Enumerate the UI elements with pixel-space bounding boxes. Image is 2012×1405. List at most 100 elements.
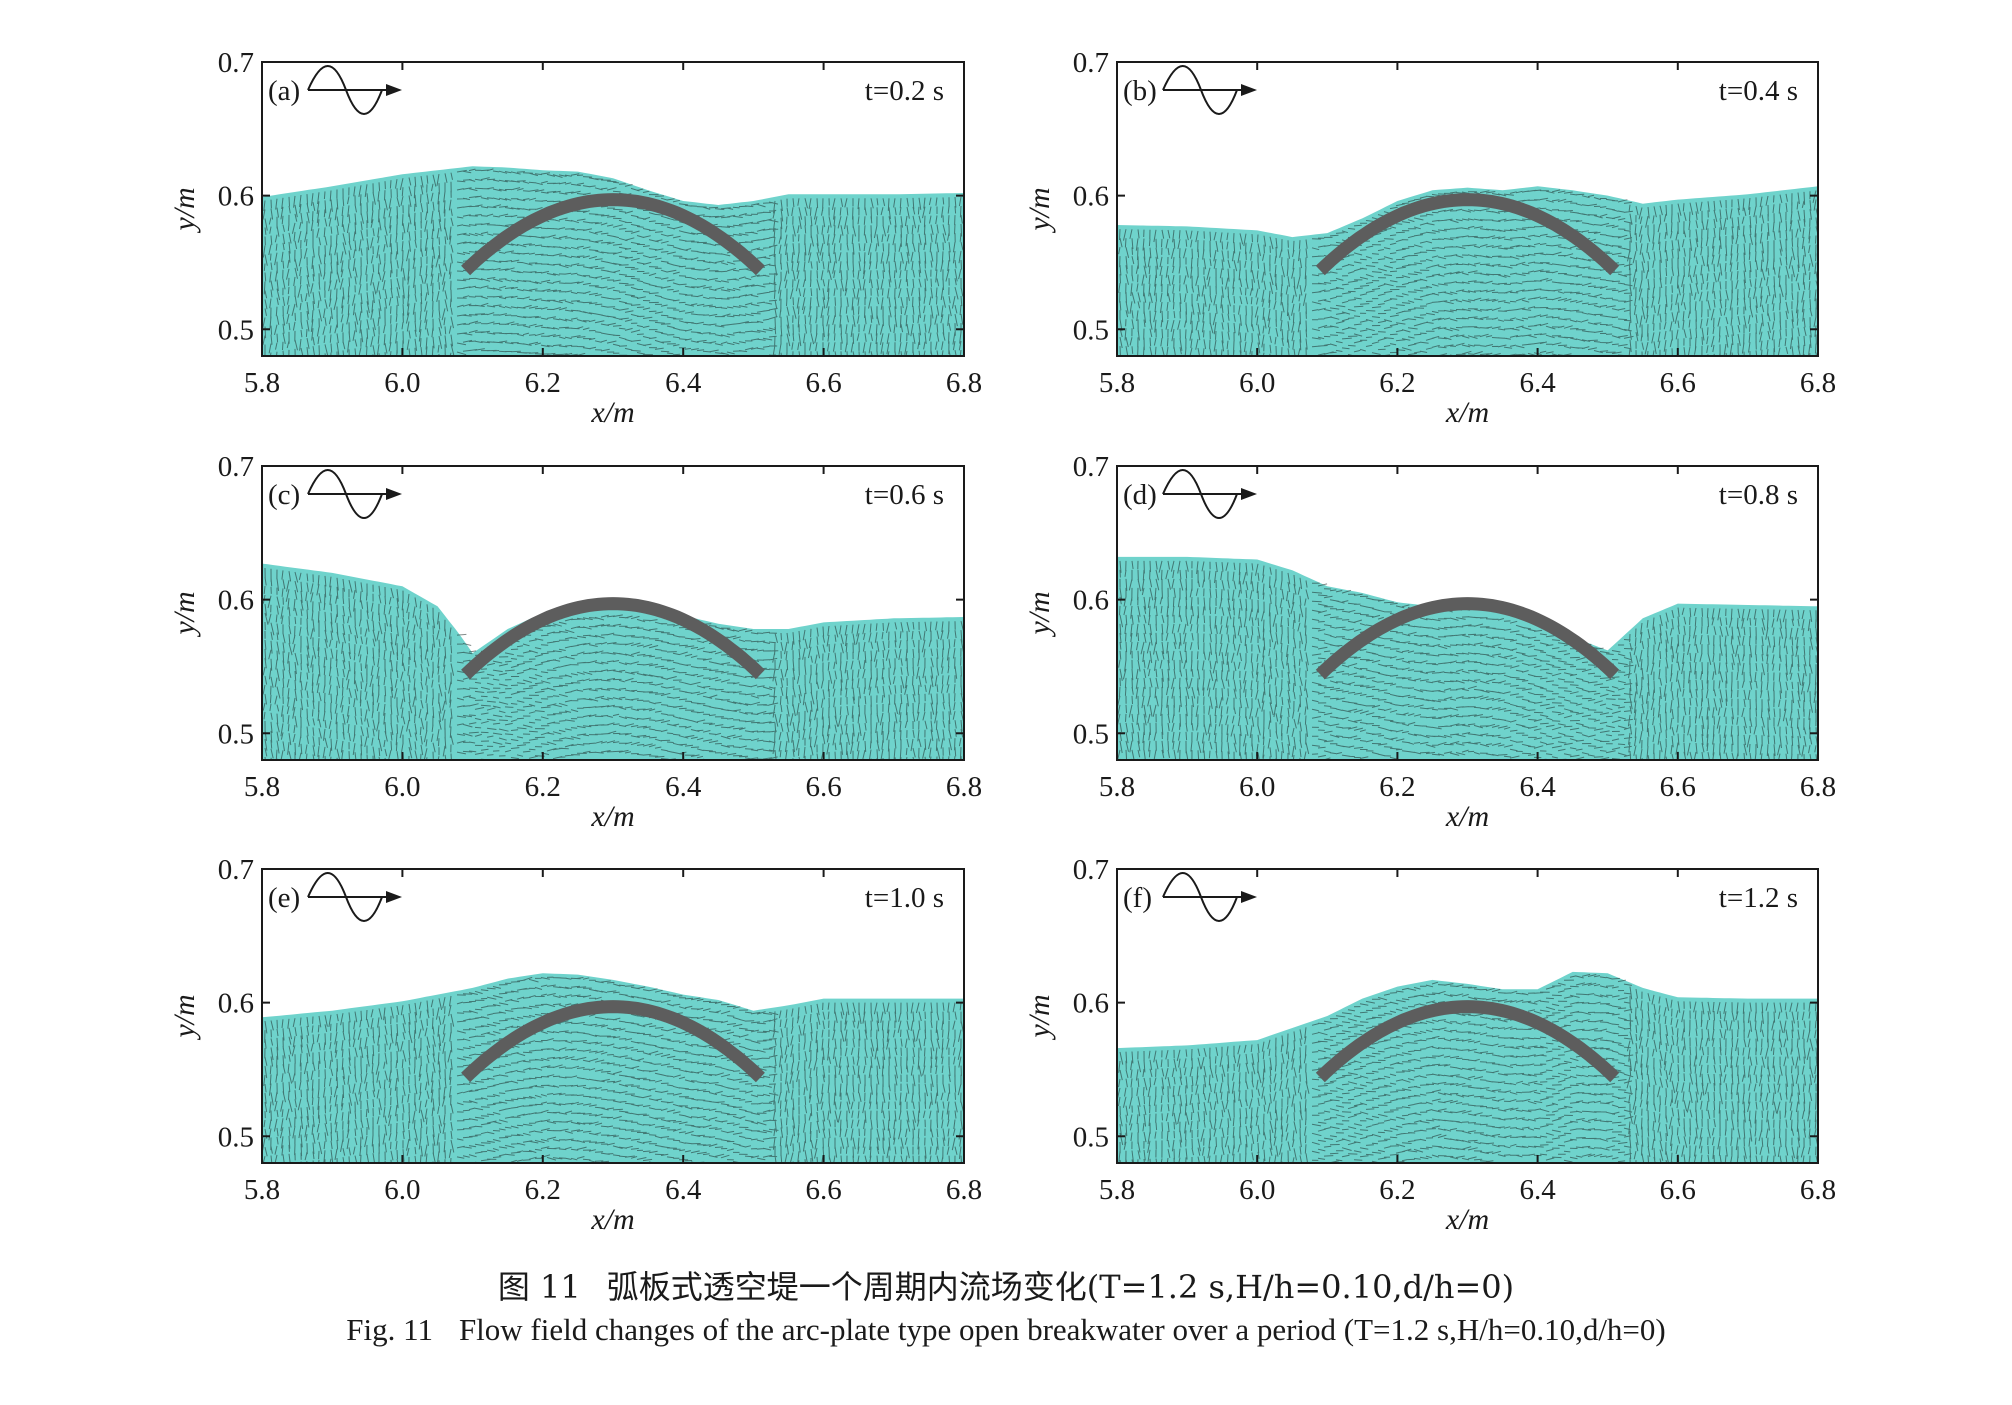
panel-label: (b): [1123, 75, 1157, 107]
water-area: [1117, 971, 1818, 1163]
water-body: [1117, 971, 1818, 1163]
x-tick-label: 6.8: [946, 771, 982, 803]
x-tick-label: 6.0: [384, 771, 420, 803]
panel-f: 5.8 6.0 6.2 6.4 6.6 6.8 0.5 0.6 0.7 x/m y/m (f) t=1.…: [1023, 854, 1836, 1236]
x-tick-label: 6.8: [1800, 771, 1836, 803]
figure-caption-cn: 图 11 弧板式透空堤一个周期内流场变化(T=1.2 s,H/h=0.10,d/h…: [0, 1262, 2012, 1308]
y-tick-label: 0.5: [218, 314, 254, 346]
panel-e: 5.8 6.0 6.2 6.4 6.6 6.8 0.5 0.6 0.7 x/m y/m (e) t=1.…: [168, 854, 982, 1236]
x-tick-label: 6.4: [1519, 1174, 1556, 1206]
arrow-head-icon: [1241, 84, 1257, 96]
y-tick-label: 0.7: [218, 854, 254, 886]
y-axis-label: y/m: [1023, 591, 1056, 637]
x-tick-label: 5.8: [244, 1174, 280, 1206]
time-label: t=1.2 s: [1719, 882, 1798, 914]
x-tick-label: 5.8: [244, 367, 280, 399]
arrow-head-icon: [386, 488, 402, 500]
plot-frame: [1116, 465, 1819, 761]
y-tick-label: 0.6: [218, 988, 254, 1020]
x-tick-label: 6.6: [805, 771, 841, 803]
figure-label-cn: 图 11: [497, 1268, 581, 1306]
plot-frame: [261, 868, 965, 1164]
x-axis-label: x/m: [1445, 1203, 1489, 1236]
x-tick-label: 6.0: [1239, 367, 1275, 399]
y-tick-label: 0.6: [218, 585, 254, 617]
panel-label: (d): [1123, 479, 1157, 511]
x-tick-label: 6.6: [805, 367, 841, 399]
x-tick-label: 6.2: [1379, 771, 1415, 803]
panel-c: 5.8 6.0 6.2 6.4 6.6 6.8 0.5 0.6 0.7 x/m y/m (c) t=0.…: [168, 451, 982, 833]
water-area: [262, 166, 964, 356]
x-tick-label: 6.2: [525, 771, 561, 803]
panel-label: (e): [268, 882, 300, 914]
figure-caption-en-text: Flow field changes of the arc-plate type…: [458, 1312, 1666, 1347]
x-tick-label: 6.2: [525, 367, 561, 399]
arc-plate: [1315, 193, 1620, 276]
x-tick-label: 6.4: [665, 771, 702, 803]
plot-frame: [261, 465, 965, 761]
panel-label: (c): [268, 479, 300, 511]
y-tick-label: 0.6: [1073, 988, 1109, 1020]
y-tick-label: 0.6: [1073, 181, 1109, 213]
x-tick-label: 6.8: [1800, 1174, 1836, 1206]
x-tick-label: 6.2: [1379, 367, 1415, 399]
y-axis-label: y/m: [168, 994, 201, 1040]
flow-field-figure: 5.8 6.0 6.2 6.4 6.6 6.8 0.5 0.6 0.7 x/m y/m (a) t=0.…: [168, 47, 1836, 1236]
x-axis-label: x/m: [590, 396, 634, 429]
y-axis-label: y/m: [168, 187, 201, 233]
plot-frame: [261, 61, 965, 357]
x-tick-label: 5.8: [1099, 771, 1135, 803]
x-tick-label: 6.4: [665, 367, 702, 399]
plot-frame: [1116, 61, 1819, 357]
x-axis-label: x/m: [590, 1203, 634, 1236]
x-tick-label: 6.0: [384, 367, 420, 399]
plot-frame: [1116, 868, 1819, 1164]
time-label: t=0.8 s: [1719, 479, 1798, 511]
arc-plate: [461, 1000, 765, 1083]
x-tick-label: 6.0: [384, 1174, 420, 1206]
x-tick-label: 6.4: [1519, 367, 1556, 399]
water-body: [1117, 556, 1818, 760]
figure-caption-cn-text: 弧板式透空堤一个周期内流场变化(T=1.2 s,H/h=0.10,d/h=0): [606, 1268, 1515, 1306]
y-tick-label: 0.5: [218, 718, 254, 750]
arrow-head-icon: [1241, 488, 1257, 500]
x-tick-label: 6.0: [1239, 1174, 1275, 1206]
panel-a: 5.8 6.0 6.2 6.4 6.6 6.8 0.5 0.6 0.7 x/m y/m (a) t=0.…: [168, 47, 982, 429]
y-tick-label: 0.7: [1073, 854, 1109, 886]
y-tick-label: 0.6: [218, 181, 254, 213]
y-axis-label: y/m: [1023, 994, 1056, 1040]
y-tick-label: 0.5: [218, 1121, 254, 1153]
x-tick-label: 6.6: [1660, 771, 1696, 803]
arc-plate: [461, 193, 765, 276]
y-tick-label: 0.5: [1073, 1121, 1109, 1153]
velocity-vectors: [262, 168, 964, 356]
x-tick-label: 6.4: [665, 1174, 702, 1206]
water-body: [1117, 186, 1818, 356]
y-tick-label: 0.5: [1073, 314, 1109, 346]
panel-label: (a): [268, 75, 300, 107]
time-label: t=0.4 s: [1719, 75, 1798, 107]
water-body: [262, 973, 964, 1163]
figure-caption-en: Fig. 11 Flow field changes of the arc-pla…: [0, 1312, 2012, 1348]
x-axis-label: x/m: [1445, 800, 1489, 833]
y-axis-label: y/m: [168, 591, 201, 637]
time-label: t=1.0 s: [865, 882, 944, 914]
panel-d: 5.8 6.0 6.2 6.4 6.6 6.8 0.5 0.6 0.7 x/m y/m (d) t=0.…: [1023, 451, 1836, 833]
x-tick-label: 6.6: [805, 1174, 841, 1206]
x-axis-label: x/m: [1445, 396, 1489, 429]
x-tick-label: 6.8: [1800, 367, 1836, 399]
velocity-vectors: [262, 567, 964, 760]
figure-label-en: Fig. 11: [346, 1312, 433, 1347]
arc-plate: [1315, 597, 1620, 680]
x-tick-label: 6.8: [946, 1174, 982, 1206]
x-tick-label: 6.8: [946, 367, 982, 399]
x-tick-label: 6.0: [1239, 771, 1275, 803]
y-tick-label: 0.7: [1073, 451, 1109, 483]
x-axis-label: x/m: [590, 800, 634, 833]
time-label: t=0.2 s: [865, 75, 944, 107]
y-tick-label: 0.7: [218, 451, 254, 483]
x-tick-label: 5.8: [1099, 367, 1135, 399]
x-tick-label: 6.4: [1519, 771, 1556, 803]
y-tick-label: 0.5: [1073, 718, 1109, 750]
y-tick-label: 0.6: [1073, 585, 1109, 617]
